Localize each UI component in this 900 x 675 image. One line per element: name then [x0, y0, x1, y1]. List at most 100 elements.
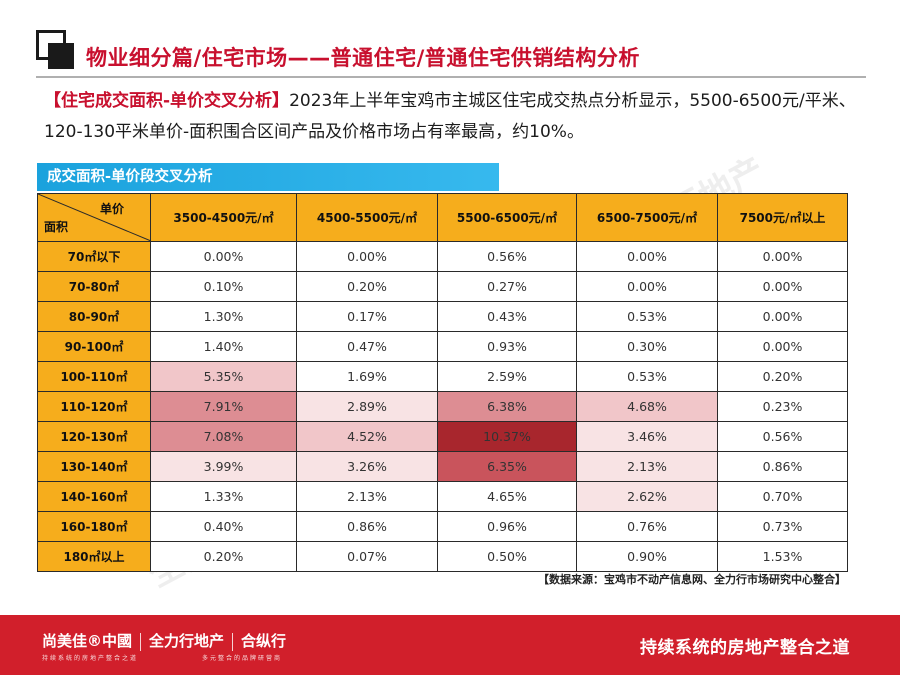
table-cell: 0.00%: [717, 241, 848, 272]
column-header: 7500元/㎡以上: [717, 193, 848, 242]
table-cell: 6.35%: [437, 451, 577, 482]
table-cell: 0.76%: [576, 511, 718, 542]
table-cell: 7.91%: [150, 391, 297, 422]
table-cell: 0.20%: [150, 541, 297, 572]
table-cell: 2.62%: [576, 481, 718, 512]
table-row: 70-80㎡ 0.10% 0.20% 0.27% 0.00% 0.00%: [37, 271, 848, 302]
column-header: 6500-7500元/㎡: [576, 193, 718, 242]
row-header: 70㎡以下: [37, 241, 151, 272]
row-header: 180㎡以上: [37, 541, 151, 572]
table-cell: 0.00%: [576, 271, 718, 302]
intro-text: 2023年上半年宝鸡市主城区住宅成交热点分析显示，5500-6500元/平米、1…: [44, 91, 856, 142]
table-cell: 3.99%: [150, 451, 297, 482]
table-cell: 4.65%: [437, 481, 577, 512]
title-divider: [36, 76, 866, 78]
table-cell: 0.73%: [717, 511, 848, 542]
table-cell: 1.30%: [150, 301, 297, 332]
table-cell: 0.10%: [150, 271, 297, 302]
table-cell: 0.30%: [576, 331, 718, 362]
table-cell: 0.23%: [717, 391, 848, 422]
table-cell: 1.33%: [150, 481, 297, 512]
table-cell: 1.69%: [296, 361, 438, 392]
page-title: 物业细分篇/住宅市场——普通住宅/普通住宅供销结构分析: [86, 46, 640, 70]
table-cell: 4.68%: [576, 391, 718, 422]
intro-paragraph: 【住宅成交面积-单价交叉分析】2023年上半年宝鸡市主城区住宅成交热点分析显示，…: [44, 86, 864, 148]
footer-logos: 尚美佳®中國 全力行地产 合纵行: [42, 630, 286, 651]
table-cell: 0.43%: [437, 301, 577, 332]
table-cell: 2.13%: [296, 481, 438, 512]
row-header: 80-90㎡: [37, 301, 151, 332]
table-row: 160-180㎡ 0.40% 0.86% 0.96% 0.76% 0.73%: [37, 511, 848, 542]
table-cell: 0.00%: [296, 241, 438, 272]
table-cell: 10.37%: [437, 421, 577, 452]
footer-sub-2: 多元整合的品牌研营商: [201, 655, 282, 662]
table-cell: 0.27%: [437, 271, 577, 302]
corner-label-price: 单价: [99, 202, 124, 216]
row-header: 110-120㎡: [37, 391, 151, 422]
data-source-note: 【数据来源：宝鸡市不动产信息网、全力行市场研究中心整合】: [538, 573, 846, 586]
footer-logo-hezongxing: 合纵行: [241, 632, 287, 650]
footer-logo-shangmeijia: 尚美佳®中國: [42, 632, 133, 650]
table-cell: 0.40%: [150, 511, 297, 542]
column-header: 3500-4500元/㎡: [150, 193, 297, 242]
table-cell: 7.08%: [150, 421, 297, 452]
diagonal-line: [38, 194, 150, 241]
table-cell: 3.26%: [296, 451, 438, 482]
row-header: 120-130㎡: [37, 421, 151, 452]
table-row: 180㎡以上 0.20% 0.07% 0.50% 0.90% 1.53%: [37, 541, 848, 572]
table-cell: 5.35%: [150, 361, 297, 392]
table-cell: 0.70%: [717, 481, 848, 512]
table-cell: 2.89%: [296, 391, 438, 422]
table-cell: 0.56%: [437, 241, 577, 272]
footer-logo-quanlixing: 全力行地产: [149, 632, 225, 650]
column-header: 5500-6500元/㎡: [437, 193, 577, 242]
table-row: 140-160㎡ 1.33% 2.13% 4.65% 2.62% 0.70%: [37, 481, 848, 512]
corner-label-area: 面积: [44, 220, 69, 234]
footer-separator: [232, 632, 234, 651]
table-cell: 0.50%: [437, 541, 577, 572]
table-cell: 0.86%: [717, 451, 848, 482]
table-cell: 0.00%: [717, 331, 848, 362]
table-row: 130-140㎡ 3.99% 3.26% 6.35% 2.13% 0.86%: [37, 451, 848, 482]
table-cell: 0.47%: [296, 331, 438, 362]
table-cell: 4.52%: [296, 421, 438, 452]
table-cell: 0.86%: [296, 511, 438, 542]
table-cell: 0.20%: [717, 361, 848, 392]
table-cell: 0.53%: [576, 361, 718, 392]
table-cell: 6.38%: [437, 391, 577, 422]
table-row: 90-100㎡ 1.40% 0.47% 0.93% 0.30% 0.00%: [37, 331, 848, 362]
table-cell: 1.53%: [717, 541, 848, 572]
table-cell: 0.00%: [150, 241, 297, 272]
table-cell: 0.00%: [717, 301, 848, 332]
table-cell: 1.40%: [150, 331, 297, 362]
table-row: 70㎡以下 0.00% 0.00% 0.56% 0.00% 0.00%: [37, 241, 848, 272]
footer-bar: 尚美佳®中國 全力行地产 合纵行 持续系统的房地产整合之道 多元整合的品牌研营商 持…: [0, 615, 900, 675]
table-cell: 0.17%: [296, 301, 438, 332]
footer-sub-captions: 持续系统的房地产整合之道 多元整合的品牌研营商: [42, 653, 282, 662]
table-row: 80-90㎡ 1.30% 0.17% 0.43% 0.53% 0.00%: [37, 301, 848, 332]
table-cell: 2.13%: [576, 451, 718, 482]
table-cell: 3.46%: [576, 421, 718, 452]
corner-header-cell: 单价 面积: [37, 193, 151, 242]
table-header-row: 单价 面积 3500-4500元/㎡ 4500-5500元/㎡ 5500-650…: [37, 193, 848, 242]
footer-sub-1: 持续系统的房地产整合之道: [42, 655, 139, 662]
table-cell: 0.96%: [437, 511, 577, 542]
table-cell: 0.93%: [437, 331, 577, 362]
table-banner: 成交面积-单价段交叉分析: [37, 163, 499, 191]
column-header: 4500-5500元/㎡: [296, 193, 438, 242]
row-header: 130-140㎡: [37, 451, 151, 482]
row-header: 140-160㎡: [37, 481, 151, 512]
table-cell: 2.59%: [437, 361, 577, 392]
row-header: 90-100㎡: [37, 331, 151, 362]
table-row: 100-110㎡ 5.35% 1.69% 2.59% 0.53% 0.20%: [37, 361, 848, 392]
row-header: 100-110㎡: [37, 361, 151, 392]
table-cell: 0.20%: [296, 271, 438, 302]
footer-slogan: 持续系统的房地产整合之道: [640, 638, 850, 658]
intro-tag: 【住宅成交面积-单价交叉分析】: [44, 91, 290, 111]
table-cell: 0.00%: [717, 271, 848, 302]
table-cell: 0.56%: [717, 421, 848, 452]
table-row: 120-130㎡ 7.08% 4.52% 10.37% 3.46% 0.56%: [37, 421, 848, 452]
row-header: 160-180㎡: [37, 511, 151, 542]
table-row: 110-120㎡ 7.91% 2.89% 6.38% 4.68% 0.23%: [37, 391, 848, 422]
row-header: 70-80㎡: [37, 271, 151, 302]
